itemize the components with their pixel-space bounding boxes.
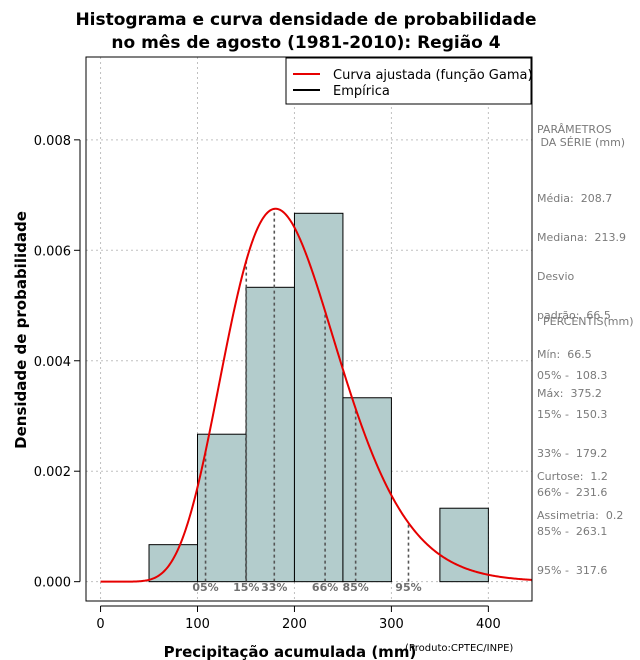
stat-stddev: padrão: 66.5: [537, 309, 611, 322]
x-tick-label-2: 200: [282, 617, 307, 632]
params-header-line2: DA SÉRIE (mm): [537, 136, 626, 149]
x-tick-label-0: 0: [96, 617, 104, 632]
stat-median: Mediana: 213.9: [537, 231, 626, 244]
shape-list: Curtose: 1.2 Assimetria: 0.2: [537, 444, 623, 535]
y-axis-label: Densidade de probabilidade: [12, 211, 30, 449]
gamma-curve: [100, 207, 533, 583]
histogram-bar-6: [439, 507, 489, 583]
chart-title-line2: no mês de agosto (1981-2010): Região 4: [111, 33, 500, 53]
histogram-bars: [148, 212, 489, 583]
x-axis: 0 100 200 300 400: [96, 605, 501, 632]
x-tick-label-4: 400: [476, 617, 501, 632]
y-tick-label-0: 0.000: [34, 576, 71, 591]
x-tick-label-3: 300: [379, 617, 404, 632]
stat-min: Mín: 66.5: [537, 348, 592, 361]
legend: Curva ajustada (função Gama) Empírica: [285, 57, 533, 105]
y-tick-label-1: 0.002: [34, 465, 71, 480]
percentile-label-4: 85%: [342, 581, 368, 594]
product-credit: (Produto:CPTEC/INPE): [405, 643, 513, 654]
percentile-label-0: 05%: [192, 581, 218, 594]
chart-title-line1: Histograma e curva densidade de probabil…: [75, 10, 536, 30]
x-axis-label: Precipitação acumulada (mm): [164, 643, 417, 660]
plot-frame: [85, 56, 533, 602]
params-header-line1: PARÂMETROS: [537, 123, 612, 136]
legend-label-empirical: Empírica: [333, 84, 390, 99]
y-tick-label-3: 0.006: [34, 244, 71, 259]
stat-stddev-label: Desvio: [537, 270, 575, 283]
stat-skewness: Assimetria: 0.2: [537, 509, 624, 522]
percentile-label-2: 33%: [261, 581, 287, 594]
stat-kurtosis: Curtose: 1.2: [537, 470, 608, 483]
legend-box: [285, 57, 532, 105]
x-tick-label-1: 100: [185, 617, 210, 632]
percentil-33: 33% - 179.2: [537, 447, 608, 460]
percentis-list: 05% - 108.3 15% - 150.3 33% - 179.2 66% …: [537, 343, 607, 590]
percentile-label-1: 15%: [233, 581, 259, 594]
y-axis: 0.000 0.002 0.004 0.006 0.008: [34, 134, 81, 591]
histogram-bar-3: [293, 212, 344, 583]
legend-label-curve: Curva ajustada (função Gama): [333, 68, 533, 83]
percentile-markers: 05% 15% 33% 66% 85% 95%: [192, 208, 422, 594]
histogram-bar-2: [245, 286, 295, 583]
percentil-85: 85% - 263.1: [537, 525, 608, 538]
percentil-95: 95% - 317.6: [537, 564, 608, 577]
stat-mean: Média: 208.7: [537, 192, 613, 205]
percentis-header: PERCENTIS(mm): [543, 315, 634, 328]
percentil-66: 66% - 231.6: [537, 486, 608, 499]
stat-max: Máx: 375.2: [537, 387, 602, 400]
histogram-bar-4: [342, 397, 392, 583]
percentil-15: 15% - 150.3: [537, 408, 608, 421]
percentile-label-3: 66%: [312, 581, 338, 594]
y-tick-label-2: 0.004: [34, 355, 71, 370]
stats-list: Média: 208.7 Mediana: 213.9 Desvio padrã…: [537, 166, 626, 413]
y-tick-label-4: 0.008: [34, 134, 71, 149]
percentil-05: 05% - 108.3: [537, 369, 608, 382]
percentile-label-5: 95%: [395, 581, 421, 594]
